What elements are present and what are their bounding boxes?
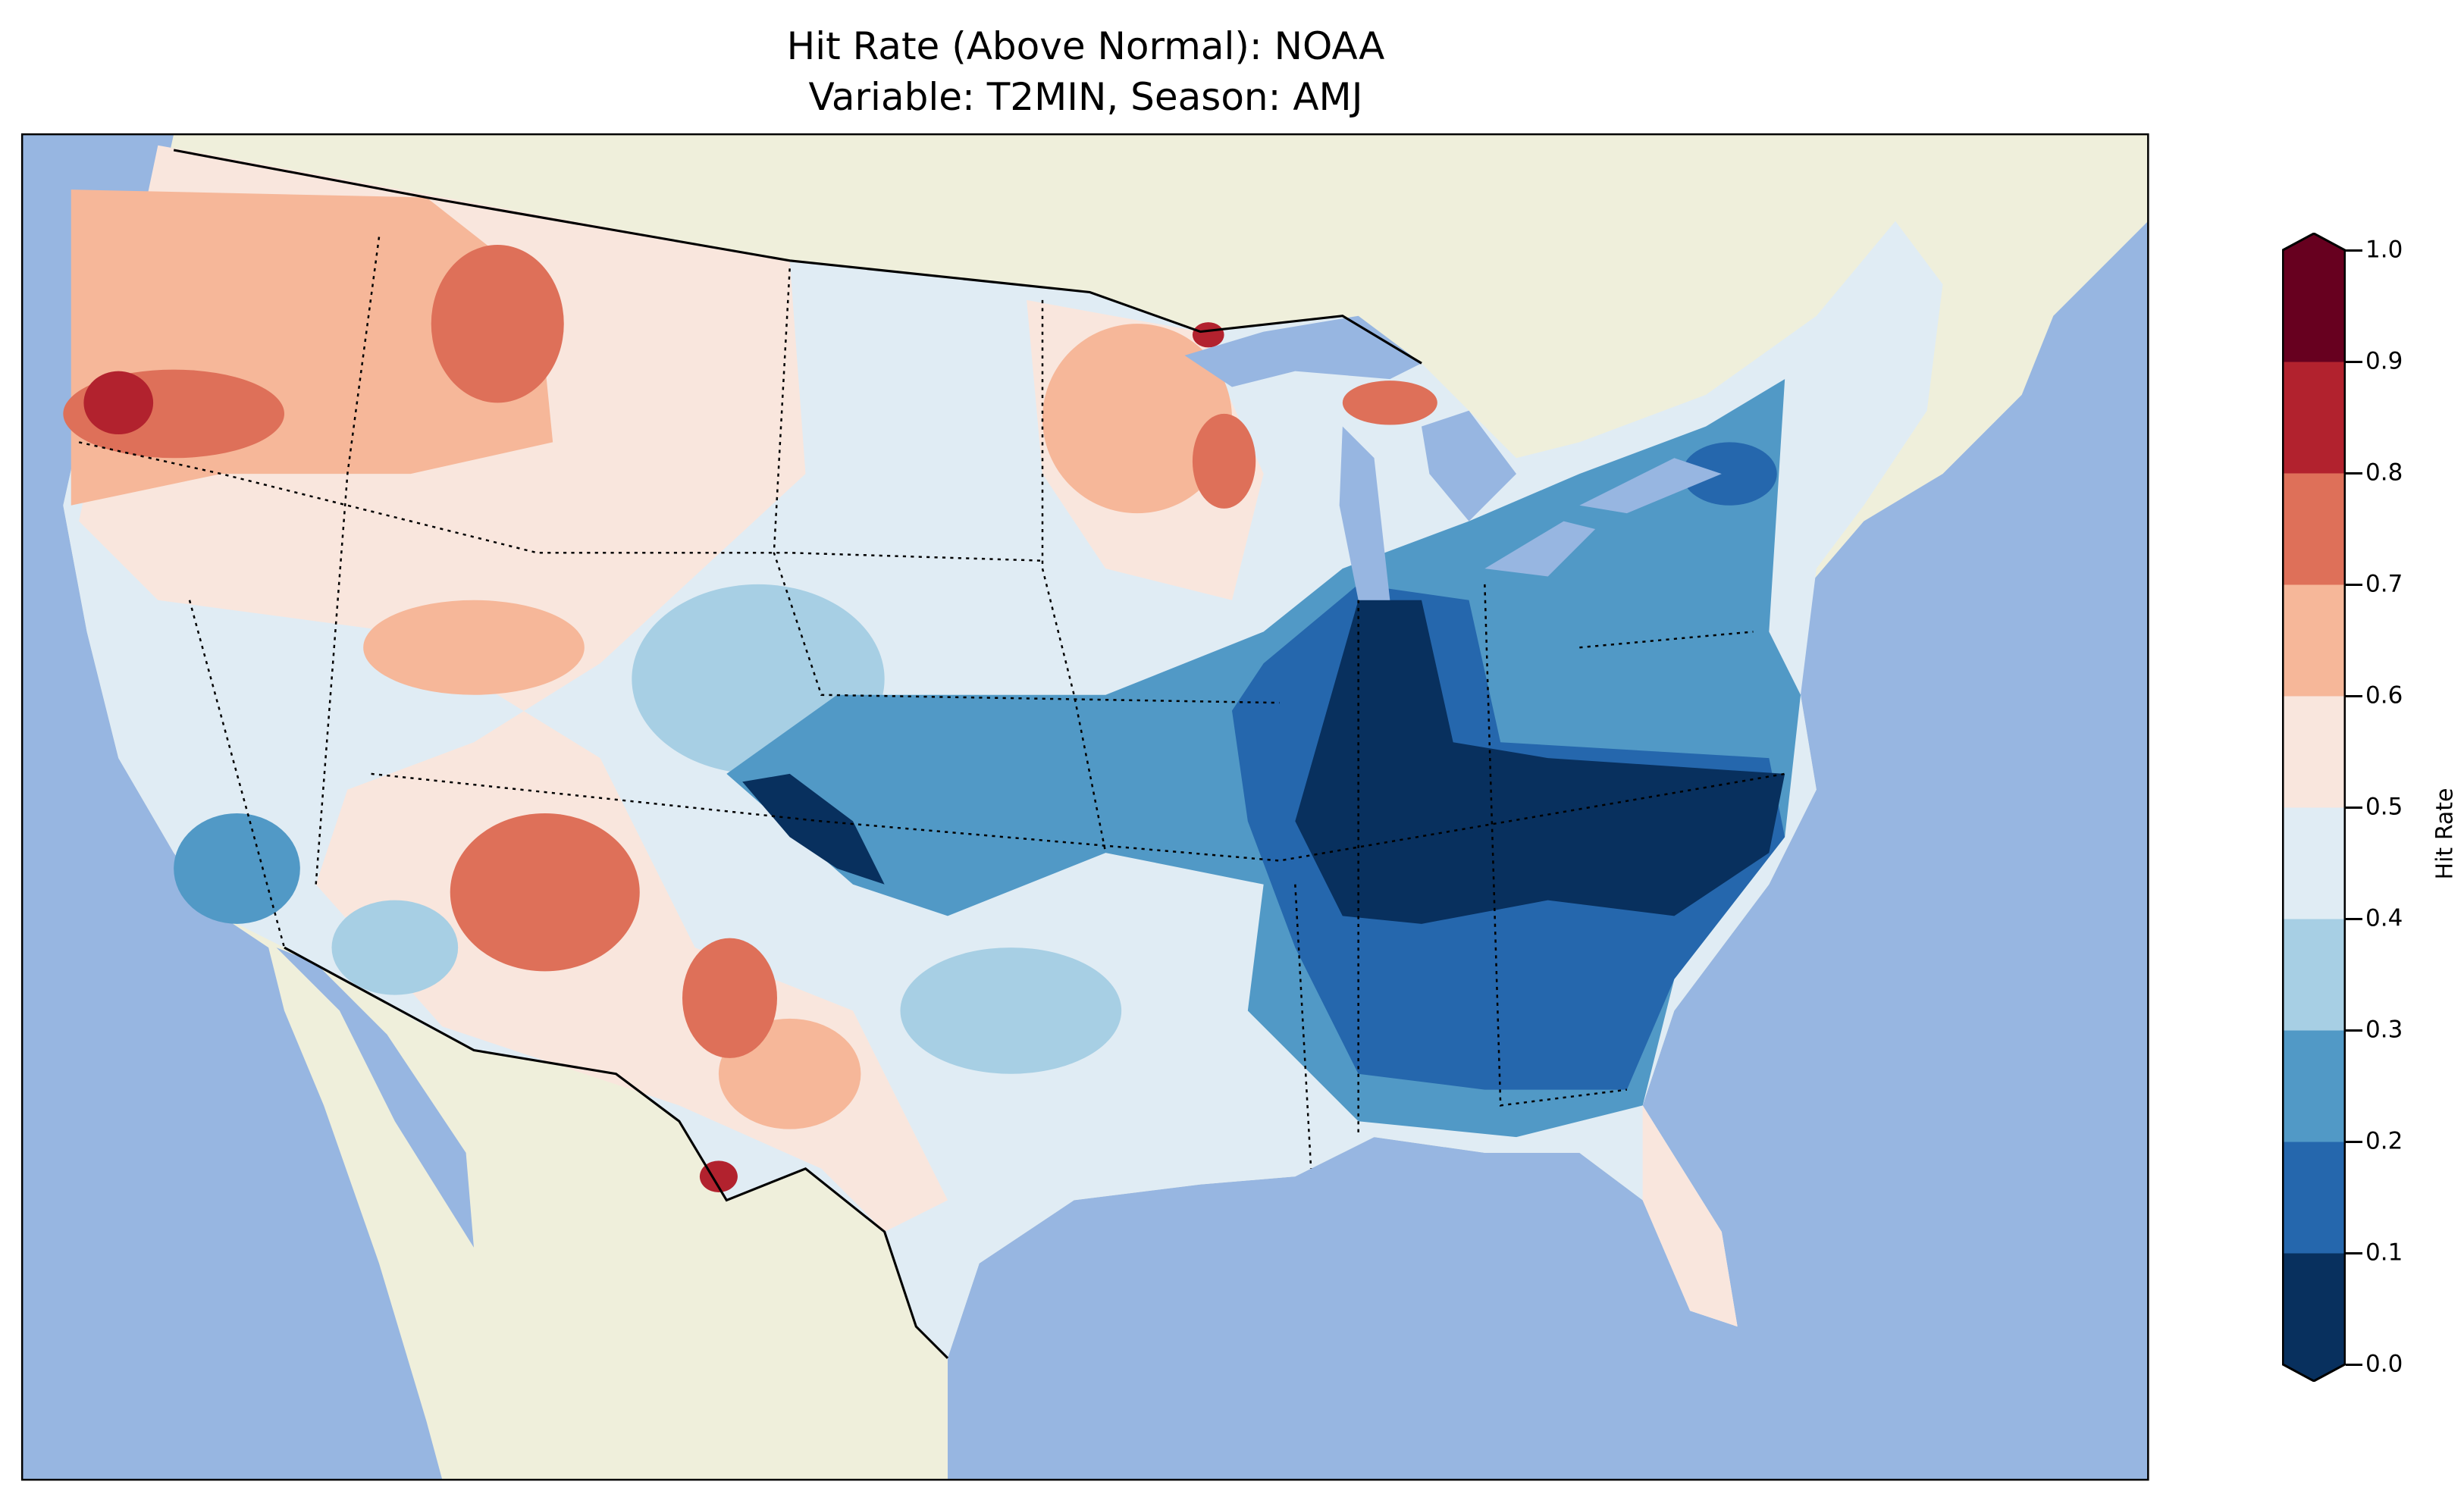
colorbar-tick: [2346, 807, 2362, 809]
colorbar-extend-min: [2282, 1364, 2346, 1382]
colorbar-segment: [2282, 1253, 2346, 1365]
colorbar-segment: [2282, 362, 2346, 474]
colorbar-tick: [2346, 1364, 2362, 1366]
chart-subtitle: Variable: T2MIN, Season: AMJ: [808, 75, 1363, 119]
colorbar-tick-label: 0.0: [2365, 1350, 2403, 1378]
colorbar-tick-label: 0.7: [2365, 570, 2403, 598]
colorbar-tick-label: 0.8: [2365, 459, 2403, 487]
colorbar-tick: [2346, 361, 2362, 363]
colorbar-tick: [2346, 695, 2362, 697]
colorbar-tick-label: 0.1: [2365, 1239, 2403, 1267]
colorbar-segment: [2282, 696, 2346, 808]
colorbar-tick: [2346, 249, 2362, 252]
atlantic-gulf-ocean: [948, 221, 2149, 1480]
colorbar-segment: [2282, 919, 2346, 1031]
colorbar-segment: [2282, 1142, 2346, 1254]
colorbar-tick: [2346, 1141, 2362, 1143]
colorbar-tick-label: 0.2: [2365, 1127, 2403, 1155]
great-lakes: [1184, 315, 1722, 600]
colorbar-segment: [2282, 250, 2346, 362]
pacific-ocean: [22, 134, 443, 1480]
map-frame: [20, 133, 2149, 1481]
colorbar-label: Hit Rate: [2431, 788, 2459, 880]
colorbar-tick-label: 0.9: [2365, 347, 2403, 375]
colorbar-tick: [2346, 918, 2362, 920]
colorbar: [2282, 233, 2346, 1382]
colorbar-segment: [2282, 473, 2346, 585]
colorbar-tick-label: 0.6: [2365, 681, 2403, 709]
colorbar-tick: [2346, 1029, 2362, 1032]
chart-title: Hit Rate (Above Normal): NOAA: [786, 24, 1385, 68]
colorbar-segment: [2282, 584, 2346, 697]
colorbar-tick-label: 0.4: [2365, 904, 2403, 932]
colorbar-tick: [2346, 584, 2362, 586]
state-borders: [78, 236, 1785, 1169]
colorbar-tick-label: 1.0: [2365, 236, 2403, 264]
colorbar-tick-label: 0.5: [2365, 793, 2403, 821]
colorbar-tick-label: 0.3: [2365, 1016, 2403, 1044]
colorbar-segment: [2282, 807, 2346, 919]
colorbar-tick: [2346, 472, 2362, 475]
colorbar-tick: [2346, 1252, 2362, 1254]
colorbar-extend-max: [2282, 233, 2346, 250]
national-borders: [173, 149, 1422, 1359]
colorbar-segment: [2282, 1030, 2346, 1142]
